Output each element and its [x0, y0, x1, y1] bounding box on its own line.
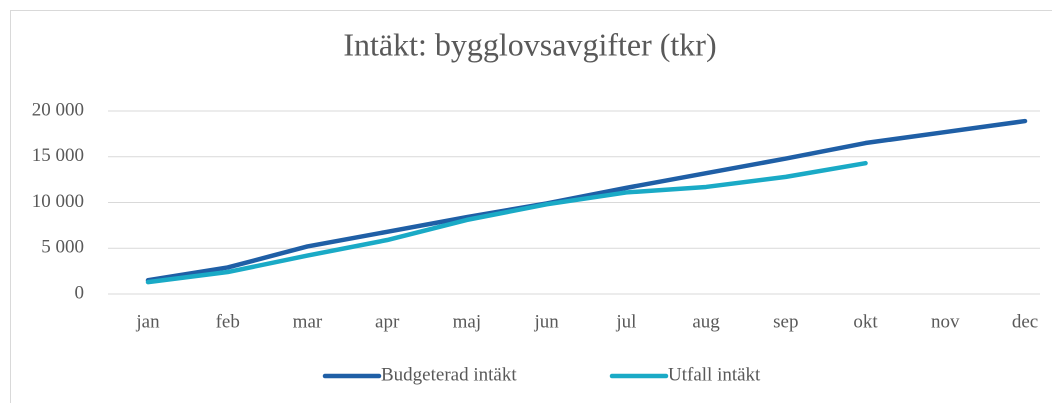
x-tick-label: maj [453, 311, 482, 332]
x-tick-label: sep [773, 311, 798, 332]
chart-border [10, 10, 1052, 403]
y-tick-label: 10 000 [32, 191, 84, 212]
x-tick-label: okt [853, 311, 878, 332]
x-tick-label: aug [692, 311, 720, 332]
chart-title: Intäkt: bygglovsavgifter (tkr) [343, 26, 716, 62]
x-tick-label: jan [135, 311, 160, 332]
y-tick-label: 20 000 [32, 99, 84, 120]
series-line [145, 118, 1028, 283]
legend-label: Budgeterad intäkt [381, 364, 517, 385]
y-tick-label: 15 000 [32, 145, 84, 166]
y-tick-label: 5 000 [41, 237, 84, 258]
x-tick-label: jun [533, 311, 559, 332]
x-tick-label: jul [615, 311, 636, 332]
x-tick-label: dec [1012, 311, 1038, 332]
legend-label: Utfall intäkt [668, 364, 761, 385]
x-tick-label: mar [293, 311, 323, 332]
series-line [145, 160, 868, 285]
x-tick-label: apr [375, 311, 400, 332]
y-tick-label: 0 [75, 282, 85, 303]
x-tick-label: feb [216, 311, 240, 332]
x-tick-label: nov [931, 311, 960, 332]
